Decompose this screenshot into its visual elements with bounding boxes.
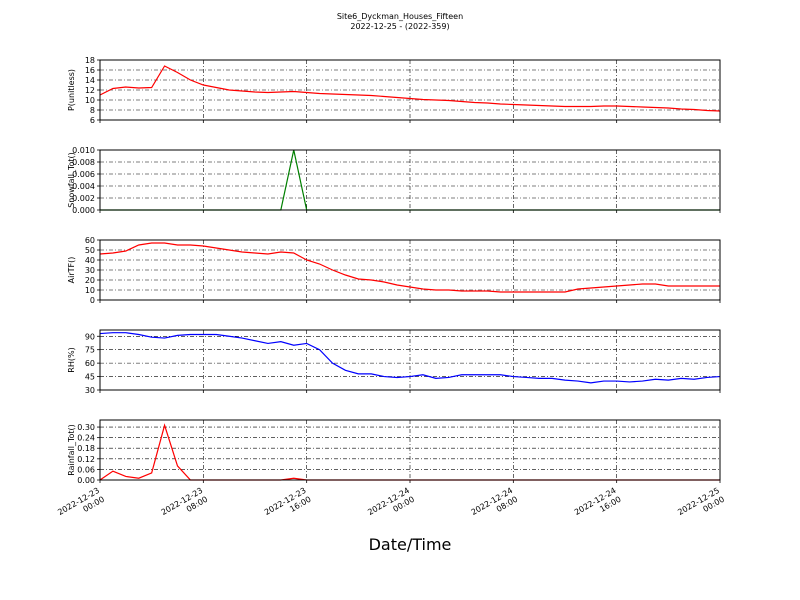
y-tick-label: 20 (85, 276, 95, 285)
y-tick-label: 0.24 (77, 434, 95, 443)
y-tick-label: 60 (85, 359, 95, 368)
y-tick-label: 0.002 (72, 194, 95, 203)
y-tick-label: 0.12 (77, 455, 95, 464)
plot-frame (99, 149, 721, 211)
y-tick-label: 0 (90, 296, 95, 305)
y-axis-label: AirTF() (67, 257, 76, 284)
y-tick-label: 0.00 (77, 476, 95, 485)
y-tick-label: 0.18 (77, 444, 95, 453)
y-axis-label: Snowfall_Tot() (67, 152, 76, 208)
y-tick-label: 6 (90, 116, 95, 125)
y-tick-label: 0.004 (72, 182, 95, 191)
chart-subtitle: 2022-12-25 - (2022-359) (350, 22, 449, 31)
y-tick-label: 14 (85, 76, 95, 85)
plot-frame (99, 419, 721, 481)
y-tick-label: 90 (85, 332, 95, 341)
y-tick-label: 10 (85, 96, 95, 105)
y-tick-label: 0.008 (72, 158, 95, 167)
y-axis-label: Rainfall_Tot() (67, 424, 76, 476)
y-tick-label: 0.06 (77, 465, 95, 474)
chart-title: Site6_Dyckman_Houses_Fifteen (337, 12, 463, 21)
y-tick-label: 0.000 (72, 206, 95, 215)
plot-frame (99, 239, 721, 301)
y-tick-label: 30 (85, 386, 95, 395)
data-line (99, 332, 721, 384)
y-tick-label: 45 (85, 373, 95, 382)
x-axis-label: Date/Time (369, 535, 452, 554)
y-tick-label: 75 (85, 346, 95, 355)
y-tick-label: 12 (85, 86, 95, 95)
y-tick-label: 50 (85, 246, 95, 255)
y-tick-label: 16 (85, 66, 95, 75)
data-line (99, 242, 720, 293)
y-axis-label: P(unitless) (67, 69, 76, 111)
y-tick-label: 0.010 (72, 146, 95, 155)
plot-frame (99, 59, 721, 121)
y-tick-label: 0.006 (72, 170, 95, 179)
y-tick-label: 30 (85, 266, 95, 275)
y-tick-label: 18 (85, 56, 95, 65)
y-tick-label: 60 (85, 236, 95, 245)
y-tick-label: 10 (85, 286, 95, 295)
y-axis-label: RH(%) (67, 347, 76, 372)
y-tick-label: 8 (90, 106, 95, 115)
plot-frame (99, 329, 721, 391)
y-tick-label: 0.30 (77, 423, 95, 432)
y-tick-label: 40 (85, 256, 95, 265)
data-line (99, 65, 721, 112)
